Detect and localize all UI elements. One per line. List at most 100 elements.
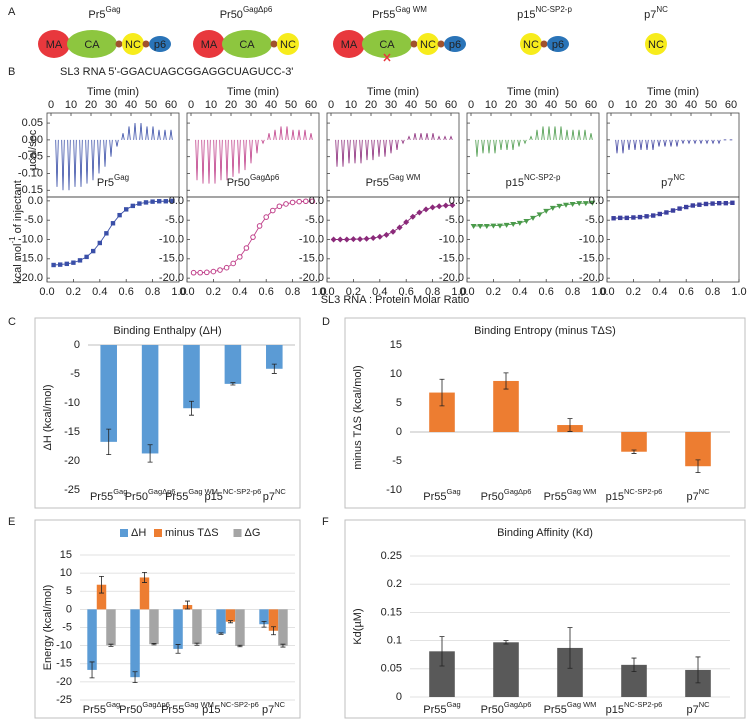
- data-point: [730, 200, 735, 205]
- x-tick-label: 0.0: [599, 286, 614, 298]
- injection-peak: [633, 139, 637, 151]
- injection-peak: [163, 129, 167, 140]
- x-tick-label: 10: [65, 99, 77, 111]
- injection-peak: [505, 139, 509, 151]
- label-base: p15: [205, 491, 223, 503]
- data-point: [442, 202, 449, 209]
- y-tick-label: -5: [70, 368, 80, 380]
- data-point: [582, 201, 589, 207]
- y-tick-label: 0.1: [387, 635, 402, 647]
- data-point: [350, 236, 357, 243]
- data-point: [58, 262, 63, 267]
- error-bar: [567, 627, 573, 669]
- label-sup: GagΔp6: [243, 5, 273, 14]
- data-point: [104, 231, 109, 236]
- data-point: [363, 235, 370, 242]
- plot-frame: [186, 112, 320, 198]
- label: Pr50GagΔp6: [227, 173, 280, 189]
- data-point: [530, 215, 536, 221]
- y-tick-label: -15.0: [299, 253, 324, 265]
- data-point: [190, 269, 197, 276]
- data-point: [670, 208, 676, 213]
- label-base: of injectant: [12, 180, 24, 236]
- y-tick-label: 0.0: [309, 195, 324, 207]
- data-point: [130, 203, 135, 209]
- label-sup: NC: [699, 700, 710, 709]
- bar: [139, 577, 150, 610]
- label: p15NC-SP2-p: [517, 5, 572, 21]
- y-tick-label: -15.0: [18, 253, 43, 265]
- injection-peak: [511, 139, 515, 151]
- y-tick-label: 10: [60, 567, 72, 579]
- x-tick-label: 0.6: [679, 286, 694, 298]
- x-tick-label: 0.2: [346, 286, 361, 298]
- legend-swatch: [120, 529, 128, 537]
- y-tick-label: -20: [56, 676, 72, 688]
- data-point: [163, 199, 168, 204]
- bar: [183, 345, 200, 409]
- injection-peak: [291, 129, 295, 140]
- label-base: Pr50: [481, 491, 504, 503]
- injection-peak: [371, 139, 375, 161]
- y-tick-label: 5: [66, 585, 72, 597]
- x-tick-label: 50: [705, 99, 717, 111]
- legend-label: ΔG: [245, 527, 261, 539]
- data-point: [543, 208, 550, 214]
- data-point: [150, 199, 155, 204]
- injection-peak: [627, 139, 631, 151]
- data-point: [396, 224, 403, 231]
- bar: [216, 609, 226, 634]
- injection-peak: [615, 139, 619, 154]
- data-point: [230, 260, 236, 267]
- y-tick-label: 0: [74, 339, 80, 351]
- injection-peak: [431, 133, 435, 140]
- y-axis-label: µcal/sec: [27, 129, 39, 170]
- data-point: [343, 236, 350, 243]
- x-tick-label: 30: [665, 99, 677, 111]
- injection-peak: [151, 126, 155, 140]
- x-tick-label: 40: [125, 99, 137, 111]
- data-point: [289, 199, 296, 206]
- y-tick-label: 0.15: [381, 606, 402, 618]
- x-tick-label: 1.0: [451, 286, 466, 298]
- injection-peak: [711, 139, 715, 145]
- injection-peak: [437, 135, 441, 141]
- injection-peak: [139, 123, 143, 140]
- label-sup: NC-SP2-p6: [221, 700, 259, 709]
- injection-peak: [699, 139, 703, 145]
- error-bar: [695, 459, 701, 473]
- x-tick-label: 10: [205, 99, 217, 111]
- label-sup: NC: [673, 173, 685, 182]
- label: Pr5Gag: [97, 173, 129, 189]
- data-point: [250, 234, 256, 240]
- error-bar: [108, 643, 114, 647]
- injection-peak: [571, 129, 575, 140]
- injection-peak: [523, 139, 527, 145]
- data-point: [137, 201, 142, 206]
- label-sup: NC: [274, 700, 285, 709]
- domain-label: NC: [648, 39, 664, 51]
- y-tick-label: -0.05: [18, 151, 43, 163]
- data-point: [436, 203, 443, 210]
- data-point: [651, 213, 656, 218]
- x-tick-label: 10: [345, 99, 357, 111]
- y-tick-label: -20.0: [439, 272, 464, 284]
- data-point: [523, 218, 530, 224]
- x-tick-label: 0: [48, 99, 54, 111]
- x-tick-label: 0.2: [206, 286, 221, 298]
- label-base: Pr5: [88, 9, 105, 21]
- injection-peak: [559, 126, 563, 140]
- x-tick-label: 40: [685, 99, 697, 111]
- domain: [277, 33, 299, 55]
- data-point: [357, 236, 363, 243]
- domain-label: NC: [125, 39, 141, 51]
- domain-label: CA: [239, 39, 255, 51]
- panel-label: D: [322, 316, 330, 328]
- data-point: [677, 206, 682, 211]
- plot-frame: [326, 112, 460, 198]
- x-tick-label: 0.0: [39, 286, 54, 298]
- error-bar: [280, 643, 286, 648]
- data-point: [117, 212, 122, 218]
- domain-label: p6: [154, 39, 166, 51]
- y-tick-label: -5: [62, 621, 72, 633]
